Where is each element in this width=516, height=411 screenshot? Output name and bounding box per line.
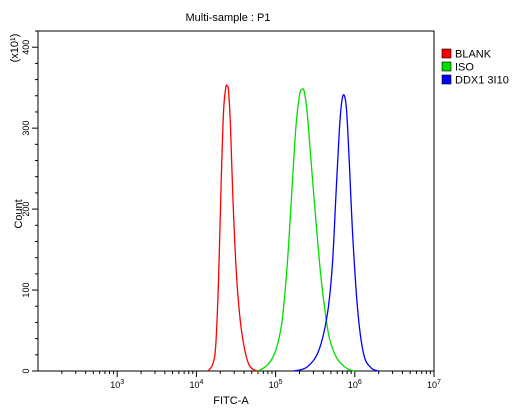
y-tick-label: 400: [21, 40, 31, 55]
x-tick-label: 107: [427, 379, 441, 390]
x-tick-label: 105: [269, 379, 283, 390]
legend-swatch: [441, 74, 452, 85]
x-tick-label: 106: [348, 379, 362, 390]
legend-label: DDX1 3I10: [455, 75, 509, 87]
chart-title: Multi-sample : P1: [186, 12, 271, 24]
series-line-blank: [207, 84, 259, 372]
y-tick-label: 200: [21, 202, 31, 217]
x-tick-label: 104: [189, 379, 203, 390]
y-axis-title: Count: [13, 199, 25, 228]
y-tick-label: 300: [21, 121, 31, 136]
plot-area-frame: [37, 30, 435, 372]
y-multiplier-label: (x10¹): [9, 34, 21, 63]
y-tick-label: 100: [21, 283, 31, 298]
series-line-ddx1-3i10: [293, 94, 379, 372]
legend-swatch: [441, 48, 452, 59]
legend-label: BLANK: [455, 49, 492, 61]
axis-ticks: 103 104 105 106 107 0 100 200 300 400: [21, 30, 441, 390]
x-axis-title: FITC-A: [213, 395, 249, 406]
y-tick-label: 0: [21, 368, 31, 373]
x-tick-label: 103: [110, 379, 124, 390]
legend-label: ISO: [455, 62, 474, 74]
series-line-iso: [257, 88, 355, 372]
histogram-series: [207, 84, 379, 372]
legend-swatch: [441, 61, 452, 72]
